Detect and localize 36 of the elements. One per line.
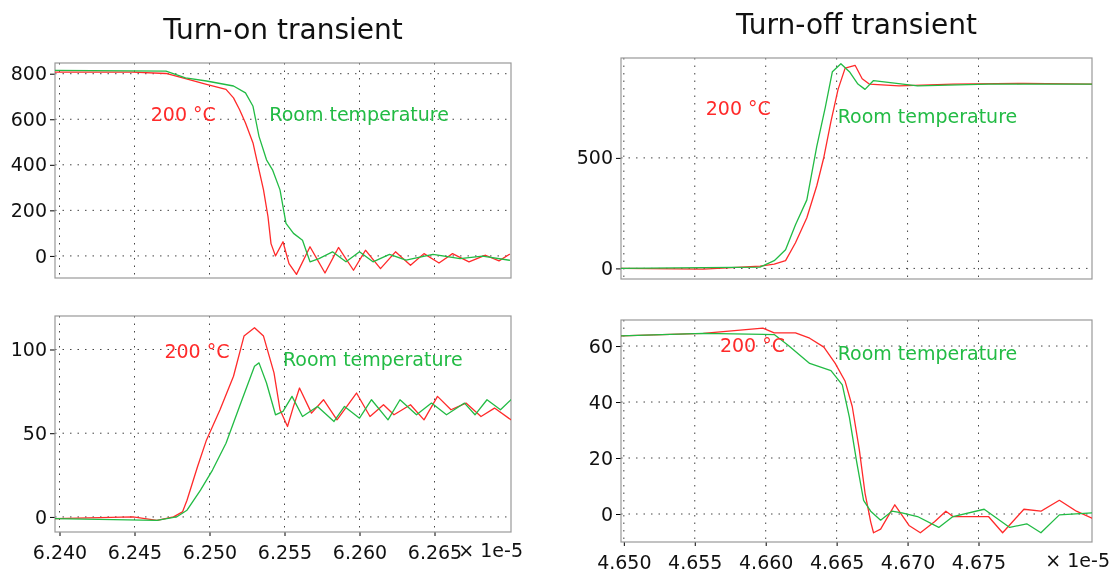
series-label: Room temperature	[269, 103, 449, 126]
chart-title: Turn-off transient	[734, 8, 978, 41]
x-tick-label: 4.665	[809, 550, 865, 573]
y-tick-label: 0	[600, 256, 613, 279]
x-tick-label: 6.245	[107, 540, 163, 563]
y-tick-label: 0	[600, 502, 613, 525]
series-label: 200 °C	[150, 103, 216, 126]
y-tick-label: 60	[588, 334, 613, 357]
x-tick-label: 6.250	[182, 540, 238, 563]
y-tick-label: 40	[588, 390, 613, 413]
y-tick-label: 800	[10, 62, 47, 85]
y-tick-label: 0	[34, 244, 47, 267]
x-tick-label: 4.660	[739, 550, 794, 573]
y-tick-label: 100	[10, 338, 47, 361]
y-tick-label: 200	[10, 198, 47, 221]
x-tick-label: 4.670	[880, 550, 936, 573]
series-label: Room temperature	[837, 105, 1018, 128]
y-tick-label: 20	[588, 446, 613, 469]
series-label: Room temperature	[283, 347, 463, 370]
x-tick-label: 4.675	[951, 550, 1007, 573]
series-label: 200 °C	[164, 340, 230, 363]
chart-title: Turn-on transient	[162, 13, 403, 46]
y-tick-label: 600	[10, 107, 47, 130]
y-tick-label: 500	[576, 146, 613, 169]
x-axis-title: × 1e-5	[1045, 549, 1110, 571]
text: 200 °C	[705, 97, 771, 120]
x-tick-label: 6.260	[332, 540, 388, 563]
x-tick-label: 4.650	[597, 550, 652, 573]
series-label: 200 °C	[719, 334, 785, 357]
x-tick-label: 6.240	[32, 540, 88, 563]
y-tick-label: 0	[34, 505, 47, 528]
series-label: Room temperature	[837, 341, 1018, 364]
x-tick-label: 6.255	[257, 540, 313, 563]
y-tick-label: 50	[22, 421, 47, 444]
x-tick-label: 4.655	[668, 550, 723, 573]
y-tick-label: 400	[10, 153, 47, 176]
